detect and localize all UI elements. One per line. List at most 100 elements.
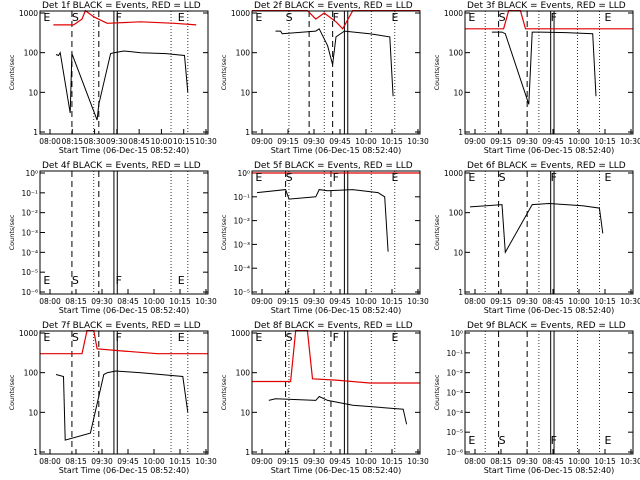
x-tick-label: 08:45 <box>542 457 564 466</box>
event-marker-label: E <box>43 11 50 24</box>
y-tick-label: 1 <box>458 128 463 137</box>
y-axis-label: Counts/sec <box>433 374 441 410</box>
events-series-line <box>55 370 189 441</box>
events-series-line <box>275 28 394 97</box>
x-tick-label: 10:30 <box>407 137 429 146</box>
x-tick-label: 09:45 <box>329 297 351 306</box>
detector-panel-3: Det 3f BLACK = Events, RED = LLD 1 10 100 10… <box>433 1 640 155</box>
panel-title: Det 5f BLACK = Events, RED = LLD <box>254 161 413 171</box>
event-marker-label: F <box>551 171 557 184</box>
x-tick-label: 10:15 <box>381 137 403 146</box>
detector-panel-8: Det 8f BLACK = Events, RED = LLD 1 10 100 10… <box>220 321 429 475</box>
x-tick-label: 08:00 <box>464 297 486 306</box>
x-tick-label: 09:30 <box>106 137 128 146</box>
event-marker-label: S <box>499 434 506 447</box>
y-tick-label: 10⁻¹ <box>233 193 250 202</box>
y-axis-label: Counts/sec <box>433 54 441 90</box>
event-marker-label: S <box>72 331 79 344</box>
y-axis-label: Counts/sec <box>433 214 441 250</box>
x-tick-label: 09:15 <box>490 297 512 306</box>
x-tick-label: 09:30 <box>303 137 325 146</box>
x-tick-label: 08:15 <box>490 457 512 466</box>
x-tick-label: 08:15 <box>65 297 87 306</box>
y-tick-label: 100 <box>24 49 39 58</box>
y-tick-label: 10 <box>453 248 463 257</box>
events-series-line <box>55 50 189 121</box>
x-tick-label: 10:15 <box>169 457 191 466</box>
event-marker-label: E <box>255 171 262 184</box>
x-tick-label: 08:15 <box>65 457 87 466</box>
events-series-line <box>256 189 389 252</box>
events-series-line <box>268 395 408 425</box>
event-marker-label: S <box>499 171 506 184</box>
events-series-line <box>469 202 604 254</box>
panel-frame <box>464 10 634 135</box>
x-tick-label: 10:30 <box>620 137 640 146</box>
event-marker-label: F <box>333 331 339 344</box>
panel-frame <box>464 330 634 455</box>
event-marker-label: E <box>468 171 475 184</box>
event-marker-label: F <box>333 11 339 24</box>
x-tick-label: 10:00 <box>355 137 377 146</box>
y-axis-label: Counts/sec <box>220 54 228 90</box>
panel-frame <box>464 170 634 295</box>
y-tick-label: 10⁰ <box>237 169 250 178</box>
panel-title: Det 7f BLACK = Events, RED = LLD <box>42 321 201 331</box>
y-axis-label: Counts/sec <box>220 214 228 250</box>
y-tick-label: 10⁰ <box>25 169 38 178</box>
x-axis-label: Start Time (06-Dec-15 08:52:40) <box>484 146 615 155</box>
events-series-line <box>491 31 597 105</box>
event-marker-label: E <box>178 331 185 344</box>
event-marker-label: S <box>499 11 506 24</box>
x-tick-label: 10:30 <box>195 137 217 146</box>
detector-panel-4: Det 4f BLACK = Events, RED = LLD 10⁻⁶ 10⁻⁵… <box>8 161 217 315</box>
x-tick-label: 08:00 <box>39 297 61 306</box>
y-tick-label: 10⁻⁶ <box>446 448 463 457</box>
x-tick-label: 09:00 <box>251 457 273 466</box>
y-tick-label: 10⁻⁵ <box>446 428 463 437</box>
event-marker-label: E <box>604 171 611 184</box>
x-tick-label: 09:45 <box>117 457 139 466</box>
x-axis-label: Start Time (06-Dec-15 08:52:40) <box>59 146 190 155</box>
event-marker-label: E <box>178 274 185 287</box>
y-tick-label: 10⁻⁵ <box>21 268 38 277</box>
y-tick-label: 100 <box>236 369 251 378</box>
event-marker-label: F <box>551 11 557 24</box>
y-tick-label: 1000 <box>231 9 250 18</box>
y-tick-label: 10⁻¹ <box>21 189 38 198</box>
y-tick-label: 10⁻³ <box>233 240 250 249</box>
y-tick-label: 10⁰ <box>450 329 463 338</box>
x-axis-label: Start Time (06-Dec-15 08:52:40) <box>484 306 615 315</box>
x-tick-label: 08:00 <box>39 457 61 466</box>
event-marker-label: E <box>391 331 398 344</box>
x-axis-label: Start Time (06-Dec-15 08:52:40) <box>271 146 402 155</box>
detector-panel-5: Det 5f BLACK = Events, RED = LLD 10⁻⁵ 10⁻⁴… <box>220 161 429 315</box>
panel-frame <box>251 170 421 295</box>
x-tick-label: 09:00 <box>251 137 273 146</box>
event-marker-label: F <box>116 11 122 24</box>
x-tick-label: 09:15 <box>490 137 512 146</box>
x-tick-label: 10:15 <box>381 457 403 466</box>
event-marker-label: S <box>72 11 79 24</box>
y-tick-label: 10 <box>240 88 250 97</box>
event-marker-label: E <box>255 331 262 344</box>
panel-title: Det 1f BLACK = Events, RED = LLD <box>42 1 201 11</box>
x-tick-label: 09:30 <box>516 297 538 306</box>
y-tick-label: 1 <box>33 128 38 137</box>
x-tick-label: 10:00 <box>143 457 165 466</box>
y-tick-label: 10⁻² <box>446 369 463 378</box>
y-tick-label: 1 <box>245 448 250 457</box>
x-tick-label: 09:30 <box>91 457 113 466</box>
y-tick-label: 1000 <box>444 9 463 18</box>
y-tick-label: 1000 <box>444 169 463 178</box>
x-tick-label: 09:30 <box>516 137 538 146</box>
event-marker-label: E <box>604 434 611 447</box>
x-tick-label: 09:30 <box>91 297 113 306</box>
panel-frame <box>39 10 209 135</box>
event-marker-label: F <box>333 171 339 184</box>
y-tick-label: 10⁻³ <box>446 389 463 398</box>
y-tick-label: 10 <box>28 88 38 97</box>
x-tick-label: 10:30 <box>620 457 640 466</box>
x-axis-label: Start Time (06-Dec-15 08:52:40) <box>271 306 402 315</box>
event-marker-label: E <box>255 11 262 24</box>
